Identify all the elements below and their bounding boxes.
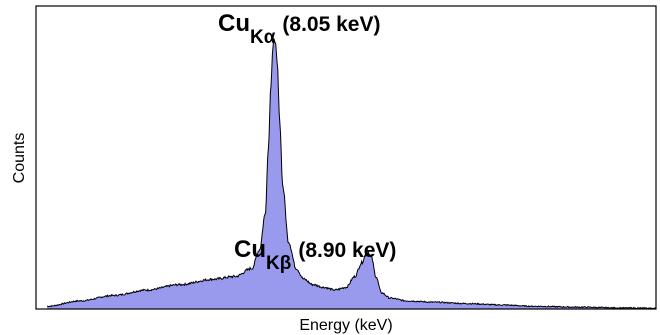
peak-ka-main: Cu xyxy=(218,10,250,37)
peak-ka-value: (8.05 keV) xyxy=(282,13,380,36)
spectrum-area xyxy=(47,38,656,310)
peak-label-kb: CuKβ (8.90 keV) xyxy=(234,236,396,274)
peak-kb-main: Cu xyxy=(234,236,266,263)
x-axis-label: Energy (keV) xyxy=(299,317,392,334)
peak-label-ka: CuKα (8.05 keV) xyxy=(218,10,380,48)
spectrum-line xyxy=(47,38,657,310)
peak-kb-value: (8.90 keV) xyxy=(298,239,396,262)
plot-frame xyxy=(35,5,657,310)
peak-kb-sub: Kβ xyxy=(266,253,291,274)
y-axis-label: Counts xyxy=(11,133,28,184)
peak-ka-sub: Kα xyxy=(250,27,276,48)
